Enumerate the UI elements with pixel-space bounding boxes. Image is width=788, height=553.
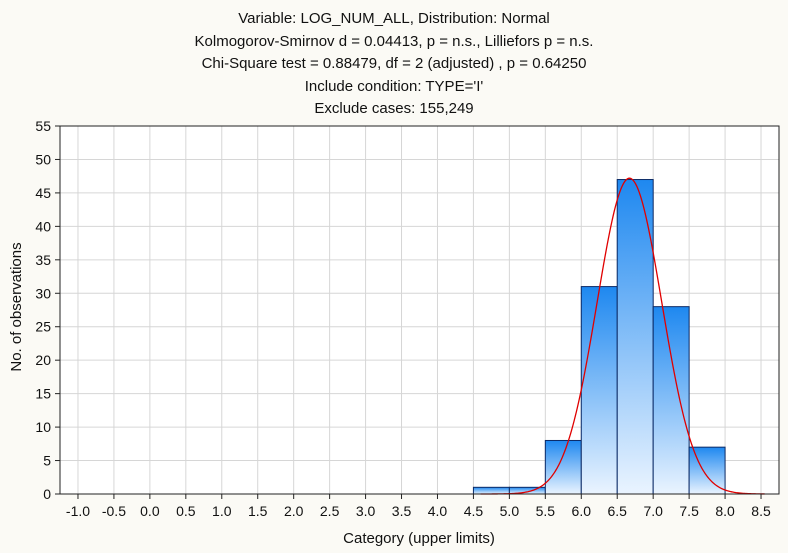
x-tick-label: 1.0 bbox=[212, 503, 232, 519]
x-tick-label: 4.0 bbox=[428, 503, 448, 519]
title-variable: Variable: LOG_NUM_ALL, Distribution: Nor… bbox=[238, 10, 550, 27]
title-exclude-cases: Exclude cases: 155,249 bbox=[314, 100, 474, 117]
x-tick-label: 8.5 bbox=[751, 503, 771, 519]
chart-titles: Variable: LOG_NUM_ALL, Distribution: Nor… bbox=[0, 8, 788, 121]
histogram-bar bbox=[580, 286, 618, 495]
y-tick-label: 45 bbox=[35, 185, 51, 201]
x-tick-label: 2.0 bbox=[284, 503, 304, 519]
y-tick-label: 0 bbox=[43, 486, 51, 502]
x-tick-label: 7.0 bbox=[643, 503, 663, 519]
x-tick-label: 0.5 bbox=[176, 503, 196, 519]
histogram-bar bbox=[652, 306, 690, 495]
y-tick-label: 35 bbox=[35, 252, 51, 268]
y-tick-label: 10 bbox=[35, 419, 51, 435]
x-tick-label: 1.5 bbox=[248, 503, 268, 519]
y-tick-label: 55 bbox=[35, 118, 51, 134]
x-tick-label: 3.0 bbox=[356, 503, 376, 519]
y-tick-label: 50 bbox=[35, 151, 51, 167]
x-tick-label: 0.0 bbox=[140, 503, 160, 519]
x-tick-label: -0.5 bbox=[102, 503, 126, 519]
y-tick-label: 30 bbox=[35, 285, 51, 301]
x-tick-label: 4.5 bbox=[464, 503, 484, 519]
x-tick-label: 8.0 bbox=[715, 503, 735, 519]
y-tick-label: 40 bbox=[35, 218, 51, 234]
x-tick-label: 6.5 bbox=[607, 503, 627, 519]
title-include-condition: Include condition: TYPE='I' bbox=[304, 77, 484, 95]
x-tick-label: 5.0 bbox=[500, 503, 520, 519]
y-tick-label: 25 bbox=[35, 319, 51, 335]
x-tick-label: -1.0 bbox=[66, 503, 90, 519]
y-axis-label: No. of observations bbox=[8, 242, 25, 371]
x-tick-label: 6.0 bbox=[572, 503, 592, 519]
normal-fit-curve bbox=[480, 177, 765, 495]
x-tick-label: 3.5 bbox=[392, 503, 412, 519]
y-tick-label: 20 bbox=[35, 352, 51, 368]
x-tick-label: 7.5 bbox=[679, 503, 699, 519]
x-tick-label: 5.5 bbox=[536, 503, 556, 519]
y-tick-label: 15 bbox=[35, 386, 51, 402]
plot-frame bbox=[59, 125, 780, 495]
histogram-bar bbox=[616, 179, 654, 495]
histogram-bar bbox=[544, 439, 582, 495]
title-ks-test: Kolmogorov-Smirnov d = 0.04413, p = n.s.… bbox=[194, 32, 594, 50]
x-axis-label: Category (upper limits) bbox=[343, 530, 495, 547]
x-tick-label: 2.5 bbox=[320, 503, 340, 519]
title-chi-square: Chi-Square test = 0.88479, df = 2 (adjus… bbox=[201, 55, 587, 72]
y-tick-label: 5 bbox=[43, 453, 51, 469]
histogram-bar bbox=[472, 486, 510, 495]
